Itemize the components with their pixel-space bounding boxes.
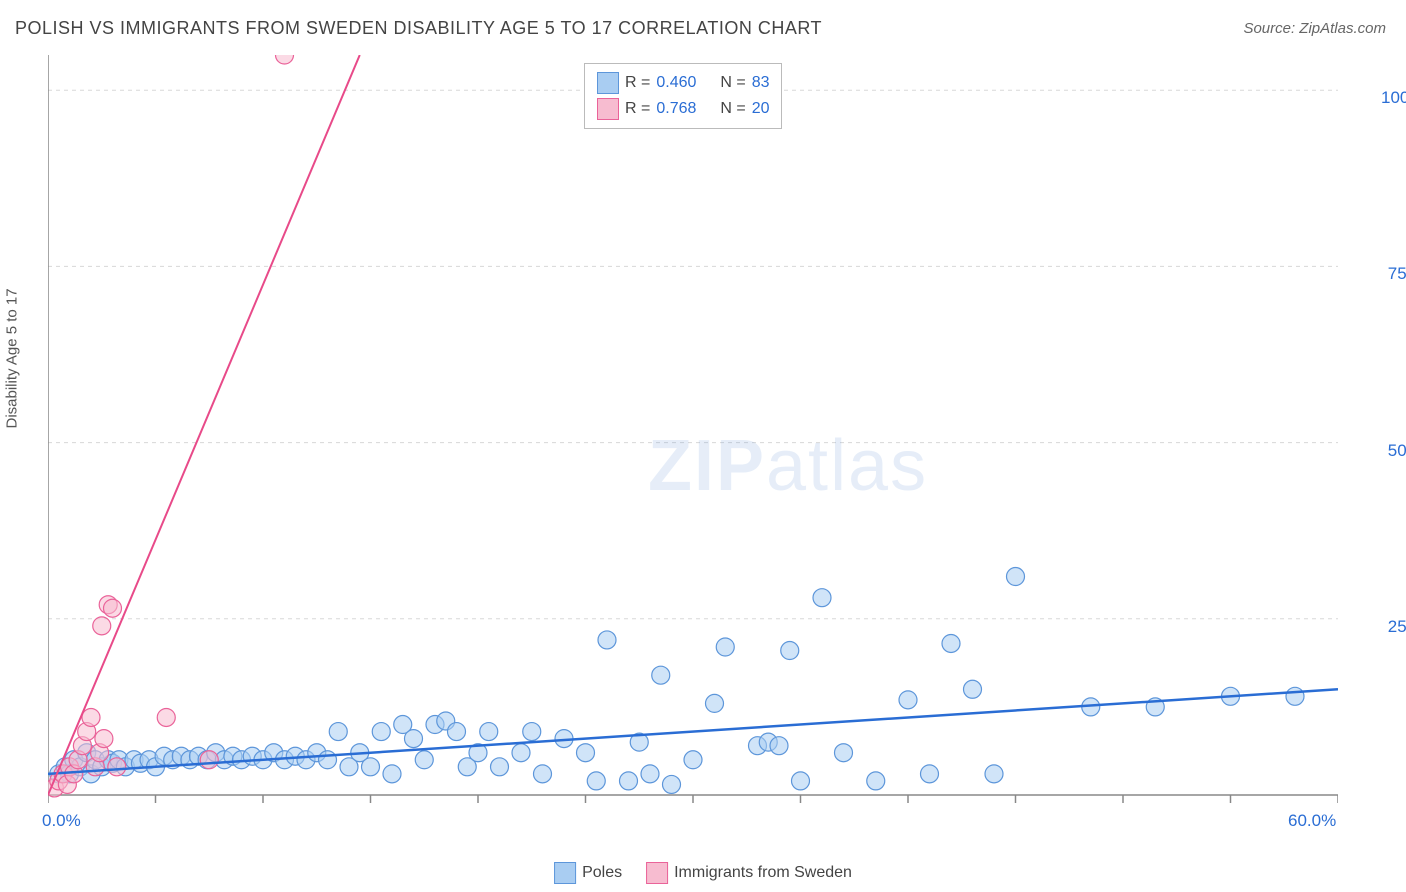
- y-tick-label: 50.0%: [1381, 441, 1406, 461]
- stat-r-value: 0.460: [656, 74, 714, 92]
- stat-n-label: N =: [720, 74, 745, 92]
- y-tick-label: 100.0%: [1381, 88, 1406, 108]
- series-legend-item: Poles: [554, 862, 622, 884]
- stat-r-label: R =: [625, 74, 650, 92]
- legend-swatch: [597, 98, 619, 120]
- series-label: Immigrants from Sweden: [674, 864, 852, 881]
- stat-r-label: R =: [625, 100, 650, 118]
- series-label: Poles: [582, 864, 622, 881]
- x-tick-label: 60.0%: [1288, 811, 1336, 831]
- stat-n-value: 20: [752, 100, 770, 118]
- legend-swatch: [646, 862, 668, 884]
- stats-legend: R = 0.460 N = 83 R = 0.768 N = 20: [584, 63, 782, 129]
- y-tick-label: 25.0%: [1381, 617, 1406, 637]
- legend-swatch: [554, 862, 576, 884]
- legend-stats-row: R = 0.768 N = 20: [597, 96, 769, 122]
- stat-n-value: 83: [752, 74, 770, 92]
- stat-n-label: N =: [720, 100, 745, 118]
- legend-swatch: [597, 72, 619, 94]
- source-text: Source: ZipAtlas.com: [1243, 20, 1386, 37]
- chart-area: ZIPatlas R =0.460N =83R =0.768N =20 25.0…: [48, 55, 1378, 845]
- chart-title: POLISH VS IMMIGRANTS FROM SWEDEN DISABIL…: [15, 18, 822, 39]
- series-legend: Poles Immigrants from Sweden: [554, 862, 852, 884]
- stat-r-value: 0.768: [656, 100, 714, 118]
- x-tick-label: 0.0%: [42, 811, 81, 831]
- scatter-chart-svg: [48, 55, 1338, 825]
- series-legend-item: Immigrants from Sweden: [646, 862, 852, 884]
- legend-stats-row: R = 0.460 N = 83: [597, 70, 769, 96]
- y-axis-label: Disability Age 5 to 17: [4, 288, 21, 428]
- y-tick-label: 75.0%: [1381, 264, 1406, 284]
